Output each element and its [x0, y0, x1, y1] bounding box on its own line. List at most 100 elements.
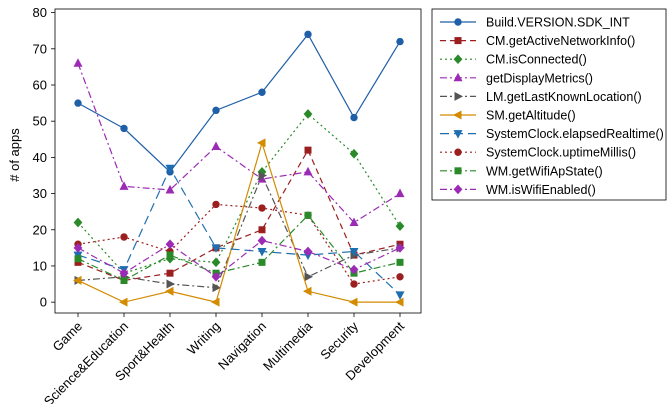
series-8: [74, 200, 404, 288]
series-4: [73, 58, 405, 227]
data-point: [73, 217, 83, 228]
data-point: [453, 54, 463, 65]
data-point: [454, 148, 462, 156]
y-axis-label: # of apps: [7, 128, 22, 182]
data-point: [257, 235, 267, 246]
data-point: [452, 110, 462, 120]
data-point: [304, 30, 312, 39]
data-point: [165, 239, 175, 250]
data-point: [211, 141, 221, 151]
data-point: [349, 148, 359, 159]
x-tick-label: Game: [49, 319, 85, 355]
legend-label: WM.getWifiApState(): [486, 164, 603, 178]
data-point: [453, 184, 463, 195]
data-point: [258, 88, 266, 96]
data-point: [395, 188, 405, 198]
data-point: [454, 91, 464, 101]
data-point: [212, 106, 220, 115]
data-point: [119, 268, 129, 279]
data-point: [212, 283, 222, 293]
x-tick-label: Security: [317, 318, 361, 362]
data-point: [394, 297, 404, 307]
data-point: [166, 269, 174, 277]
data-point: [120, 124, 128, 133]
data-point: [395, 243, 405, 253]
series-line: [77, 33, 401, 173]
data-point: [258, 226, 266, 234]
data-point: [396, 258, 404, 266]
data-point: [302, 286, 312, 296]
legend-entry: CM.getActiveNetworkInfo(): [440, 34, 635, 48]
legend-entry: Build.VERSION.SDK_INT: [440, 16, 630, 30]
data-point: [212, 200, 220, 209]
data-point: [74, 255, 82, 263]
data-point: [350, 280, 358, 288]
legend-label: WM.isWifiEnabled(): [486, 183, 596, 197]
series-line: [77, 214, 401, 282]
axes: 01020304050607080GameScience&EducationSp…: [33, 5, 422, 409]
legend-entry: SM.getAltitude(): [440, 109, 576, 123]
legend-entry: WM.isWifiEnabled(): [440, 183, 596, 197]
series-10: [73, 235, 405, 282]
series-line: [77, 173, 401, 289]
data-point: [453, 130, 463, 139]
data-point: [258, 204, 266, 212]
data-point: [165, 164, 175, 174]
data-point: [303, 109, 313, 119]
data-point: [350, 113, 358, 122]
series-line: [77, 113, 401, 274]
y-tick-label: 60: [33, 78, 47, 93]
legend-label: SystemClock.elapsedRealtime(): [486, 127, 664, 141]
legend-label: getDisplayMetrics(): [486, 71, 593, 85]
series-line: [77, 166, 401, 296]
data-point: [257, 247, 267, 257]
data-point: [258, 258, 266, 266]
series-1: [74, 30, 404, 176]
series-line: [77, 148, 401, 282]
data-point: [395, 221, 405, 231]
data-point: [349, 247, 359, 257]
data-point: [396, 37, 404, 46]
plot-area-frame: [54, 8, 422, 314]
data-point: [454, 167, 462, 175]
data-point: [166, 251, 174, 259]
series-line: [77, 239, 401, 278]
legend-entry: getDisplayMetrics(): [440, 71, 593, 85]
y-tick-label: 40: [33, 150, 47, 165]
y-tick-label: 70: [33, 41, 47, 56]
legend: Build.VERSION.SDK_INT CM.getActiveNetwork…: [431, 8, 667, 201]
legend-entry: WM.getWifiApState(): [440, 164, 603, 178]
data-point: [120, 233, 128, 241]
data-point: [211, 244, 221, 253]
x-tick-label: Writing: [184, 319, 223, 358]
legend-label: SM.getAltitude(): [486, 109, 576, 123]
data-point: [304, 146, 312, 154]
data-point: [73, 243, 83, 253]
data-point: [211, 271, 221, 282]
data-point: [211, 257, 221, 268]
series-6: [72, 138, 404, 307]
series-2: [74, 146, 404, 284]
data-point: [454, 18, 462, 26]
data-point: [74, 99, 82, 107]
legend-label: Build.VERSION.SDK_INT: [486, 16, 630, 30]
x-tick-label: Multimedia: [260, 318, 316, 374]
data-point: [210, 297, 220, 307]
y-tick-label: 30: [33, 186, 47, 201]
data-point: [304, 272, 314, 282]
data-point: [396, 273, 404, 281]
data-point: [166, 279, 176, 289]
y-tick-label: 80: [33, 5, 47, 20]
data-point: [349, 264, 359, 275]
data-point: [258, 170, 268, 180]
data-point: [304, 211, 312, 219]
data-point: [303, 166, 313, 176]
y-tick-label: 50: [33, 114, 47, 129]
data-point: [348, 297, 358, 307]
data-point: [118, 297, 128, 307]
series-group: [72, 30, 406, 307]
data-point: [119, 181, 129, 190]
legend-label: SystemClock.uptimeMillis(): [486, 146, 636, 160]
